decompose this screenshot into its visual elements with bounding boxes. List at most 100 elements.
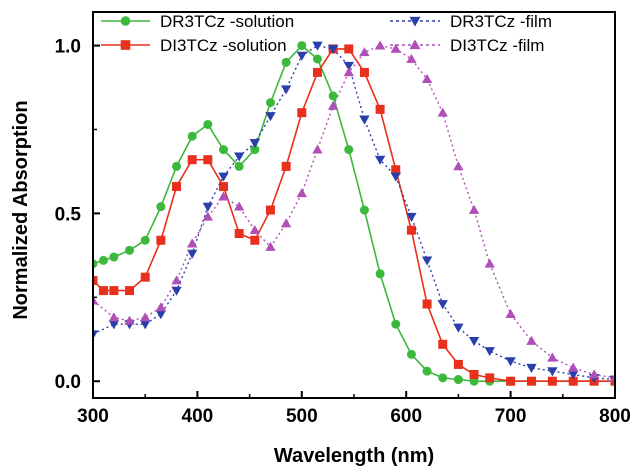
legend-label: DI3TCz -film xyxy=(450,36,544,55)
data-point xyxy=(344,145,354,155)
data-point xyxy=(124,315,135,325)
data-point xyxy=(312,54,322,64)
data-point xyxy=(120,40,131,50)
data-point xyxy=(109,286,119,296)
legend: DR3TCz -solution DI3TCz -solution DR3TCz -… xyxy=(101,12,552,55)
data-point xyxy=(526,363,537,373)
data-point xyxy=(406,53,417,63)
data-point xyxy=(250,145,260,155)
data-point xyxy=(265,112,276,122)
data-point xyxy=(187,238,198,248)
data-point xyxy=(156,235,166,245)
data-point xyxy=(406,349,416,359)
data-point xyxy=(390,43,401,53)
data-point xyxy=(312,41,323,51)
legend-label: DR3TCz -film xyxy=(450,12,552,31)
y-tick-label: 0.5 xyxy=(55,204,82,225)
data-point xyxy=(120,16,131,26)
legend-item: DR3TCz -film xyxy=(390,12,552,31)
data-point xyxy=(526,335,537,345)
x-tick-label: 300 xyxy=(77,406,109,427)
data-point xyxy=(406,225,416,235)
data-point xyxy=(203,119,213,129)
data-point xyxy=(453,359,463,369)
data-point xyxy=(312,67,322,77)
series-line xyxy=(93,44,615,379)
data-point xyxy=(409,39,421,50)
series-3 xyxy=(93,41,615,385)
data-point xyxy=(421,73,433,84)
data-point xyxy=(155,310,167,320)
data-point xyxy=(547,376,557,386)
data-point xyxy=(327,45,339,55)
series-layer xyxy=(93,40,615,386)
data-point xyxy=(609,372,615,382)
x-tick-label: 700 xyxy=(495,406,527,427)
data-point xyxy=(155,302,167,312)
data-point xyxy=(202,202,214,212)
data-point xyxy=(437,300,448,310)
data-point xyxy=(547,367,558,377)
data-point xyxy=(249,139,260,149)
data-point xyxy=(588,369,600,379)
data-point xyxy=(296,188,307,198)
data-point xyxy=(108,320,120,330)
data-point xyxy=(171,286,182,296)
data-point xyxy=(218,191,229,201)
data-point xyxy=(391,319,401,329)
data-point xyxy=(98,286,108,296)
data-point xyxy=(359,205,369,215)
legend-item: DI3TCz -solution xyxy=(101,36,287,55)
data-point xyxy=(312,144,323,154)
data-point xyxy=(140,320,151,330)
data-point xyxy=(219,182,228,192)
data-point xyxy=(344,44,354,54)
data-point xyxy=(374,155,386,165)
x-tick-label: 600 xyxy=(390,406,422,427)
series-line xyxy=(93,44,615,382)
data-point xyxy=(171,275,182,285)
legend-item: DI3TCz -film xyxy=(390,36,544,55)
data-point xyxy=(359,47,370,57)
data-point xyxy=(296,51,307,61)
data-point xyxy=(280,218,292,228)
data-point xyxy=(234,229,244,239)
data-point xyxy=(484,347,495,357)
data-point xyxy=(453,161,464,171)
data-point xyxy=(422,299,432,309)
data-point xyxy=(505,357,516,367)
data-point xyxy=(547,352,558,362)
data-point xyxy=(374,40,386,50)
y-tick-label: 1.0 xyxy=(55,37,81,58)
data-point xyxy=(421,256,433,266)
data-point xyxy=(327,100,339,110)
axis-layer: 300 400 500 600 700 800 0.0 0.5 1.0 xyxy=(55,37,631,427)
x-tick-label: 800 xyxy=(599,406,631,427)
data-point xyxy=(98,255,108,265)
data-point xyxy=(468,204,480,214)
data-point xyxy=(391,165,401,175)
data-point xyxy=(506,376,516,386)
y-tick-label: 0.0 xyxy=(55,372,81,393)
data-point xyxy=(250,235,260,245)
data-point xyxy=(485,373,495,383)
data-point xyxy=(93,330,99,340)
data-point xyxy=(359,115,370,125)
data-point xyxy=(172,182,182,192)
data-point xyxy=(233,152,245,162)
data-point xyxy=(140,272,150,282)
y-axis-title: Normalized Absorption xyxy=(10,100,32,319)
data-point xyxy=(125,286,135,296)
x-tick-label: 400 xyxy=(182,406,214,427)
data-point xyxy=(203,155,213,165)
data-point xyxy=(437,107,448,117)
data-point xyxy=(469,370,479,380)
data-point xyxy=(281,161,291,171)
data-point xyxy=(568,376,578,386)
data-point xyxy=(468,337,480,347)
series-2 xyxy=(93,44,615,386)
data-point xyxy=(265,205,275,215)
data-point xyxy=(187,249,198,259)
data-point xyxy=(343,61,354,71)
